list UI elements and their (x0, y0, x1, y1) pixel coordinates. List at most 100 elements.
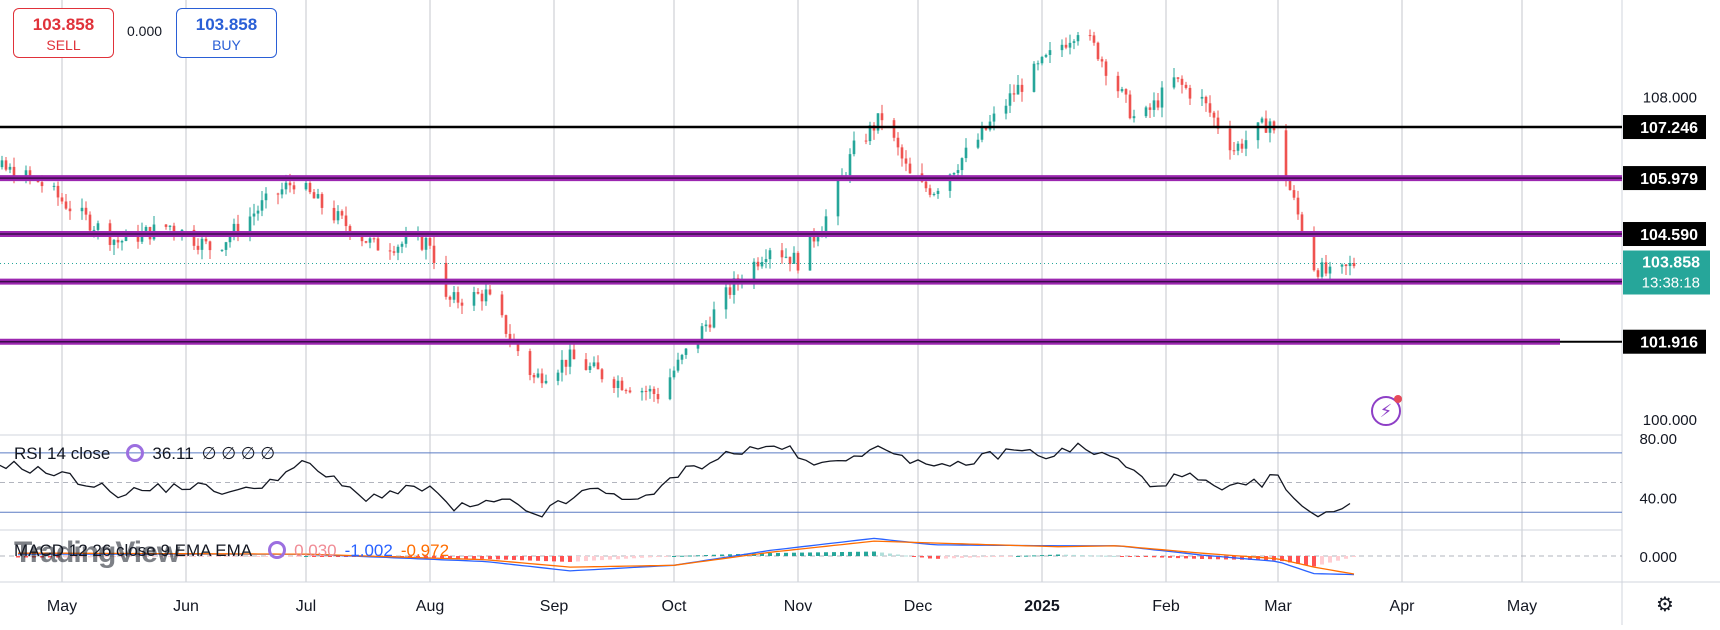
last-price-countdown: 13:38:18 (1642, 274, 1700, 291)
candle-body (80, 207, 84, 212)
macd-histogram-bar (1104, 555, 1108, 557)
macd-histogram-bar (816, 552, 820, 556)
candle-body (712, 309, 716, 328)
sell-label: SELL (46, 37, 81, 53)
candle-body (1296, 197, 1300, 215)
candle-body (284, 182, 288, 190)
candle-body (264, 193, 268, 201)
candle-body (1156, 100, 1160, 108)
flash-icon[interactable]: ⚡ (1371, 395, 1402, 426)
candle-body (336, 211, 340, 221)
rsi-legend[interactable]: RSI 14 close 36.11 ∅ ∅ ∅ ∅ (14, 444, 283, 464)
macd-histogram-bar (152, 556, 156, 557)
macd-histogram-bar (1200, 556, 1204, 559)
macd-legend[interactable]: MACD 12 26 close 9 EMA EMA 0.030 -1.002 -0.… (14, 541, 457, 561)
macd-histogram-bar (840, 552, 844, 556)
candle-body (1188, 87, 1192, 99)
candle-body (620, 380, 624, 391)
candle-body (1012, 93, 1016, 95)
macd-histogram-bar (952, 556, 956, 559)
macd-histogram-bar (1024, 555, 1028, 557)
candle-body (120, 240, 124, 243)
macd-histogram-bar (160, 556, 164, 557)
macd-histogram-bar (296, 556, 300, 557)
candle-body (836, 180, 840, 217)
candle-body (480, 293, 484, 302)
candle-body (1104, 61, 1108, 76)
candle-body (848, 154, 852, 176)
macd-histogram-bar (512, 556, 516, 560)
macd-histogram-bar (1184, 556, 1188, 559)
macd-histogram-bar (472, 556, 476, 559)
macd-histogram-bar (872, 551, 876, 556)
buy-label: BUY (212, 37, 241, 53)
macd-histogram-bar (768, 553, 772, 556)
candle-body (864, 140, 868, 142)
candle-body (676, 359, 680, 371)
macd-histogram-bar (1216, 556, 1220, 560)
time-axis-tick: Mar (1264, 598, 1292, 615)
last-price-tag (1623, 250, 1710, 295)
macd-histogram-bar (1080, 555, 1084, 557)
macd-histogram-bar (488, 556, 492, 560)
candle-body (616, 380, 620, 388)
macd-histogram-bar (1344, 556, 1348, 559)
candle-body (964, 147, 968, 159)
candle-body (332, 207, 336, 221)
candle-body (624, 390, 628, 392)
candle-body (376, 238, 380, 251)
macd-signal-line (18, 540, 1355, 575)
candle-body (256, 210, 260, 214)
macd-histogram-bar (1328, 556, 1332, 563)
candle-body (96, 223, 100, 230)
macd-histogram-bar (424, 556, 428, 558)
candle-body (704, 324, 708, 327)
candle-body (228, 236, 232, 243)
candle-body (1340, 264, 1344, 267)
candle-body (1264, 118, 1268, 133)
macd-histogram-bar (240, 556, 244, 557)
macd-histogram-bar (880, 552, 884, 556)
candle-body (532, 375, 536, 378)
candle-body (12, 166, 16, 181)
candle-body (932, 193, 936, 195)
sell-button[interactable]: 103.858 SELL (13, 8, 114, 58)
macd-histogram-bar (1048, 554, 1052, 556)
macd-histogram-bar (680, 555, 684, 557)
candle-body (1204, 96, 1208, 104)
candle-body (420, 234, 424, 250)
time-axis-tick: Nov (784, 598, 812, 615)
macd-histogram-bar (1304, 556, 1308, 566)
macd-histogram-bar (128, 556, 132, 558)
notification-dot (1394, 395, 1402, 403)
macd-histogram-bar (288, 556, 292, 557)
candle-body (52, 185, 56, 187)
macd-histogram-bar (1256, 556, 1260, 561)
settings-icon[interactable]: ⚙ (1656, 594, 1674, 616)
macd-histogram-bar (584, 556, 588, 562)
candle-body (784, 256, 788, 258)
macd-histogram-bar (1016, 555, 1020, 557)
candle-body (476, 292, 480, 294)
macd-histogram-bar (560, 556, 564, 562)
candle-body (1020, 84, 1024, 92)
candle-body (484, 289, 488, 302)
time-axis-tick: Jun (173, 598, 199, 615)
macd-histogram-bar (552, 556, 556, 562)
macd-histogram-bar (80, 556, 84, 558)
candle-body (796, 252, 800, 271)
candle-body (1348, 263, 1352, 267)
candle-body (232, 223, 236, 237)
candle-body (824, 216, 828, 232)
candle-body (396, 246, 400, 253)
macd-histogram-bar (1296, 556, 1300, 564)
macd-histogram-bar (520, 556, 524, 561)
buy-button[interactable]: 103.858 BUY (176, 8, 277, 58)
level-price-tag (1623, 166, 1706, 191)
macd-histogram-bar (936, 556, 940, 559)
gear-icon[interactable] (268, 541, 287, 559)
gear-icon[interactable] (126, 444, 145, 462)
candle-body (488, 289, 492, 295)
